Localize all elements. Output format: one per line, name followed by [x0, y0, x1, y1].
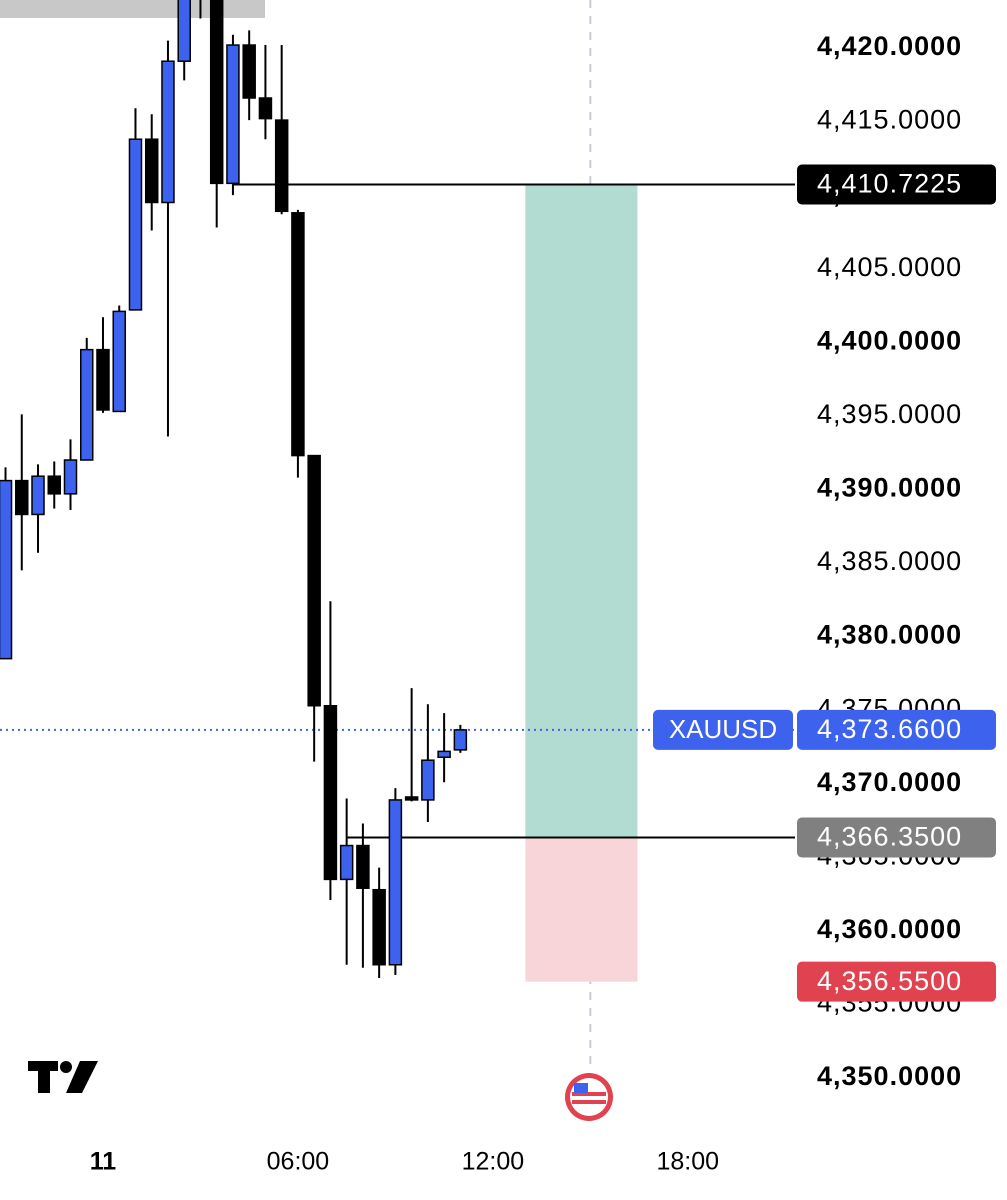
candle-body-down: [209, 0, 224, 185]
price-line-label: 4,410.7225: [817, 169, 962, 199]
last-price-label-box: [797, 709, 996, 750]
candle-body-up: [112, 310, 126, 413]
y-tick-label: 4,350.0000: [817, 1061, 962, 1091]
candle-body-up: [0, 479, 13, 660]
symbol-label: XAUUSD: [669, 714, 777, 744]
price-line-label: 4,366.3500: [817, 822, 962, 852]
candle-body-up: [79, 348, 94, 461]
price-line-label: 4,356.5500: [817, 966, 962, 996]
y-tick-label: 4,360.0000: [817, 914, 962, 944]
candle-body-down: [291, 212, 305, 457]
top-bar: [0, 0, 265, 18]
plot: [0, 0, 795, 1068]
y-tick-label: 4,405.0000: [817, 252, 962, 282]
candle-body-up: [31, 475, 45, 516]
y-tick-label: 4,380.0000: [817, 620, 962, 650]
candle-body-down: [274, 119, 289, 213]
candle-body-up: [421, 759, 435, 801]
candle-body-up: [453, 729, 468, 751]
candle-body-up: [388, 799, 403, 966]
loss-zone: [525, 837, 638, 982]
y-tick-label: 4,385.0000: [817, 546, 962, 576]
price-line-label-box: [797, 961, 996, 1002]
y-tick-label: 4,370.0000: [817, 767, 962, 797]
candle-body-up: [63, 459, 78, 495]
candle-body-down: [258, 97, 273, 120]
candle-body-up: [128, 138, 143, 311]
candle-body-up: [161, 60, 175, 204]
x-tick-label: 12:00: [462, 1148, 525, 1176]
y-tick-label: 4,400.0000: [817, 325, 962, 355]
last-price-label: 4,373.6600: [817, 714, 962, 744]
us-flag-event: [565, 1073, 613, 1121]
candle-body-down: [144, 138, 159, 204]
x-tick-label: 18:00: [657, 1148, 720, 1176]
candle-body-up: [437, 750, 451, 759]
price-axis: 4,350.00004,355.00004,360.00004,365.0000…: [653, 31, 996, 1091]
symbol-box: [653, 709, 793, 750]
candle-body-down: [47, 475, 62, 495]
y-tick-label: 4,415.0000: [817, 105, 962, 135]
candle-body-down: [323, 705, 338, 881]
y-tick-label: 4,395.0000: [817, 399, 962, 429]
candle-body-down: [372, 888, 386, 966]
tv-logo: [28, 1061, 98, 1093]
profit-zone: [525, 184, 638, 838]
y-tick-label: 4,390.0000: [817, 473, 962, 503]
candle-body-up: [177, 0, 191, 62]
candle-body-up: [339, 844, 354, 881]
candle-body-down: [404, 796, 419, 801]
candle-body-down: [307, 454, 321, 707]
candle-body-up: [226, 44, 240, 185]
candle-body-down: [356, 844, 370, 889]
y-tick-label: 4,420.0000: [817, 31, 962, 61]
candle-body-down: [242, 44, 256, 99]
x-tick-label: 11: [90, 1148, 117, 1176]
x-tick-label: 06:00: [267, 1148, 330, 1176]
candle-body-down: [96, 348, 110, 411]
candle-body-down: [15, 479, 29, 516]
price-line-label-box: [797, 164, 996, 205]
price-line-label-box: [797, 817, 996, 858]
